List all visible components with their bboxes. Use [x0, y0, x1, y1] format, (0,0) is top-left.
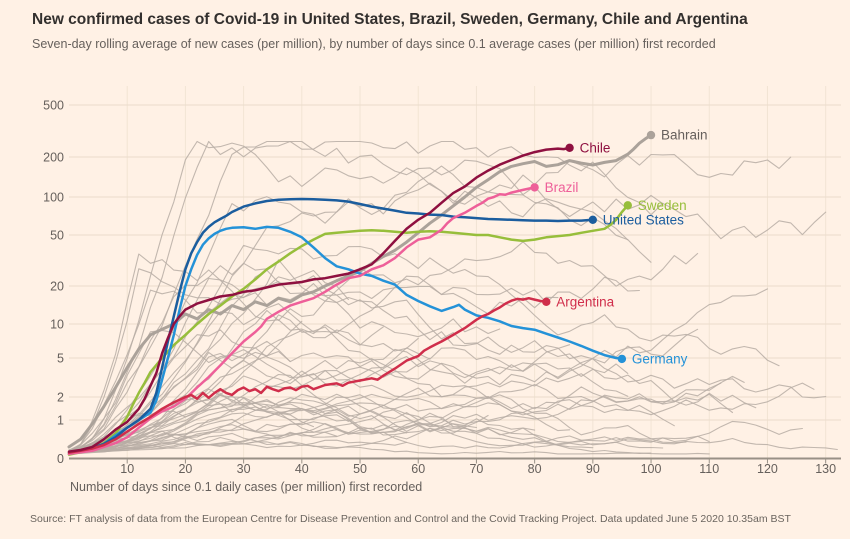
background-country-line — [68, 349, 745, 451]
background-country-line — [68, 329, 291, 451]
background-country-line — [68, 373, 675, 453]
background-country-line — [68, 262, 268, 453]
series-endpoint-dot-argentina — [542, 297, 551, 306]
x-tick-label: 120 — [757, 462, 778, 476]
source-note: Source: FT analysis of data from the Eur… — [30, 513, 791, 525]
background-country-line — [68, 432, 710, 455]
background-country-line — [68, 314, 571, 452]
x-tick-label: 60 — [411, 462, 425, 476]
annotation-layer: Bahrain Sweden Germany United States Brazil A… — [530, 128, 708, 366]
series-label-argentina: Argentina — [556, 294, 614, 309]
chart-title: New confirmed cases of Covid-19 in Unite… — [32, 11, 748, 28]
y-tick-label: 100 — [43, 191, 64, 205]
background-country-line — [68, 277, 734, 455]
series-endpoint-dot-united-states — [588, 215, 597, 224]
y-tick-label: 1 — [57, 414, 64, 428]
x-tick-label: 40 — [295, 462, 309, 476]
background-country-line — [68, 395, 652, 454]
series-line-brazil — [67, 186, 536, 456]
series-label-bahrain: Bahrain — [661, 128, 708, 143]
series-label-united-states: United States — [603, 212, 684, 227]
series-line-argentina — [67, 296, 548, 454]
series-label-chile: Chile — [580, 140, 611, 155]
x-tick-label: 130 — [815, 462, 836, 476]
background-country-line — [68, 420, 803, 453]
background-country-line — [68, 269, 827, 454]
background-country-line — [68, 382, 815, 454]
series-line-chile — [67, 146, 571, 453]
background-country-line — [68, 412, 571, 455]
series-layer — [67, 133, 653, 456]
y-tick-label: 10 — [50, 318, 64, 332]
background-country-line — [68, 288, 769, 454]
series-line-united-states — [67, 197, 595, 454]
x-axis-title: Number of days since 0.1 daily cases (pe… — [70, 480, 422, 494]
x-tick-label: 30 — [237, 462, 251, 476]
axis-layer: 10 20 30 40 50 60 70 80 90 100 110 120 130 0 1 2 5 10 20 50… — [43, 99, 841, 494]
series-endpoint-dot-sweden — [623, 201, 632, 210]
series-label-sweden: Sweden — [638, 198, 687, 213]
series-label-germany: Germany — [632, 351, 688, 366]
background-country-line — [68, 394, 477, 454]
background-country-line — [68, 275, 559, 452]
x-tick-label: 10 — [120, 462, 134, 476]
background-country-line — [68, 403, 838, 453]
x-tick-label: 20 — [178, 462, 192, 476]
background-country-line — [68, 140, 827, 454]
x-tick-label: 70 — [469, 462, 483, 476]
series-endpoint-dot-chile — [565, 143, 574, 152]
series-endpoint-dot-bahrain — [646, 130, 656, 140]
x-tick-label: 110 — [699, 462, 719, 476]
y-tick-label: 500 — [43, 99, 64, 113]
background-country-line — [68, 408, 594, 455]
background-country-line — [68, 253, 384, 454]
background-country-line — [68, 414, 489, 454]
series-line-germany — [67, 225, 624, 456]
x-tick-label: 100 — [641, 462, 662, 476]
background-lines-layer — [68, 140, 838, 455]
y-tick-label: 0 — [57, 452, 64, 466]
chart-subtitle: Seven-day rolling average of new cases (… — [32, 37, 716, 51]
x-tick-label: 80 — [528, 462, 542, 476]
series-label-brazil: Brazil — [545, 180, 579, 195]
background-country-line — [68, 392, 757, 454]
background-country-line — [68, 241, 699, 452]
gridlines-layer — [69, 86, 841, 459]
y-tick-label: 200 — [43, 151, 64, 165]
y-tick-label: 20 — [50, 280, 64, 294]
y-tick-label: 5 — [57, 352, 64, 366]
background-country-line — [68, 259, 501, 452]
series-line-sweden — [67, 204, 630, 456]
background-country-line — [68, 373, 629, 454]
y-tick-label: 50 — [50, 229, 64, 243]
y-tick-label: 2 — [57, 391, 64, 405]
x-tick-label: 90 — [586, 462, 600, 476]
series-endpoint-dot-brazil — [530, 183, 539, 192]
x-tick-label: 50 — [353, 462, 367, 476]
series-endpoint-dot-germany — [617, 354, 627, 364]
